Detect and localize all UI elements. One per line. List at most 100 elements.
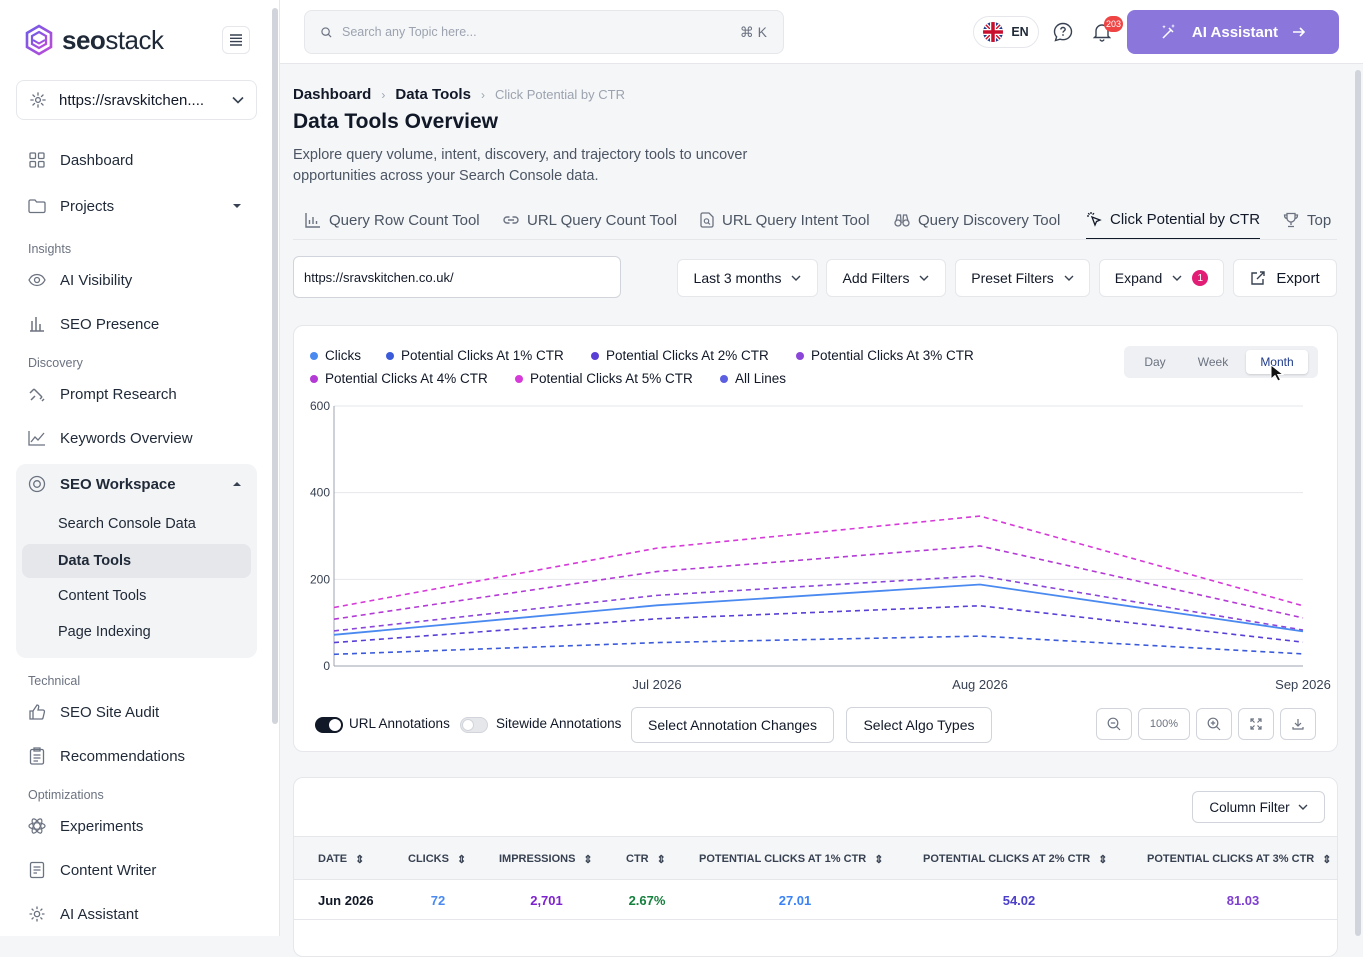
language-code: EN xyxy=(1011,25,1029,39)
date-range-dropdown[interactable]: Last 3 months xyxy=(677,259,818,297)
expand-dropdown[interactable]: Expand 1 xyxy=(1099,259,1224,297)
thumbs-up-icon xyxy=(28,703,46,721)
page-scrollbar[interactable] xyxy=(1355,70,1361,936)
legend-dot xyxy=(796,351,804,360)
mouse-cursor-icon xyxy=(1270,364,1285,382)
atom-icon xyxy=(28,817,46,835)
tab-top[interactable]: Top xyxy=(1283,200,1332,239)
seostack-logo-icon xyxy=(25,24,53,56)
nav-prompt-research-label: Prompt Research xyxy=(60,385,177,403)
help-button[interactable] xyxy=(1051,20,1075,44)
binoculars-icon xyxy=(894,214,910,227)
breadcrumb-dashboard[interactable]: Dashboard xyxy=(293,86,372,103)
caret-down-icon xyxy=(233,204,241,208)
select-annotation-changes-button[interactable]: Select Annotation Changes xyxy=(631,707,834,743)
column-filter-dropdown[interactable]: Column Filter xyxy=(1192,791,1325,823)
trend-chart-icon xyxy=(28,429,46,447)
th-clicks[interactable]: CLICKS ⇕ xyxy=(408,837,466,881)
legend-ctr-3[interactable]: Potential Clicks At 3% CTR xyxy=(796,348,974,363)
breadcrumb-data-tools[interactable]: Data Tools xyxy=(395,86,471,103)
nav-seo-workspace-label: SEO Workspace xyxy=(60,475,176,493)
url-input[interactable]: https://sravskitchen.co.uk/ xyxy=(293,256,621,298)
legend-all-lines[interactable]: All Lines xyxy=(720,371,786,386)
clipboard-icon xyxy=(28,747,46,765)
nav-seo-presence[interactable]: SEO Presence xyxy=(16,304,257,344)
sidebar-scrollbar[interactable] xyxy=(272,8,278,724)
tab-url-query-intent[interactable]: URL Query Intent Tool xyxy=(700,200,870,239)
th-potential-2[interactable]: POTENTIAL CLICKS AT 2% CTR ⇕ xyxy=(923,837,1107,881)
granularity-day[interactable]: Day xyxy=(1144,355,1166,369)
download-chart-button[interactable] xyxy=(1280,708,1316,740)
select-algo-types-button[interactable]: Select Algo Types xyxy=(846,707,992,743)
zoom-level[interactable]: 100% xyxy=(1138,708,1190,740)
series-line-potential-clicks-at-5-ctr xyxy=(333,515,1304,609)
th-ctr[interactable]: CTR ⇕ xyxy=(626,837,666,881)
cell-potential-2: 54.02 xyxy=(1002,892,1036,908)
nav-content-writer[interactable]: Content Writer xyxy=(16,850,257,890)
ai-assistant-button[interactable]: AI Assistant xyxy=(1127,10,1339,54)
nav-projects[interactable]: Projects xyxy=(16,186,257,226)
language-selector[interactable]: EN xyxy=(973,16,1039,48)
zoom-in-button[interactable] xyxy=(1196,708,1232,740)
date-range-label: Last 3 months xyxy=(693,270,782,286)
nav-seo-workspace[interactable]: SEO Workspace xyxy=(16,464,257,504)
granularity-week[interactable]: Week xyxy=(1197,355,1229,369)
nav-experiments[interactable]: Experiments xyxy=(16,806,257,846)
tab-query-discovery[interactable]: Query Discovery Tool xyxy=(894,200,1060,239)
page-description: Explore query volume, intent, discovery,… xyxy=(293,147,748,184)
th-label: IMPRESSIONS xyxy=(499,853,576,865)
search-placeholder: Search any Topic here... xyxy=(342,25,477,39)
export-button[interactable]: Export xyxy=(1233,259,1337,297)
notification-count-badge: 203 xyxy=(1104,16,1124,32)
download-icon xyxy=(1292,719,1304,730)
nav-page-indexing[interactable]: Page Indexing xyxy=(58,624,151,640)
th-date[interactable]: DATE ⇕ xyxy=(318,837,364,881)
nav-experiments-label: Experiments xyxy=(60,817,144,835)
nav-content-tools[interactable]: Content Tools xyxy=(58,588,147,604)
nav-keywords-overview[interactable]: Keywords Overview xyxy=(16,418,257,458)
global-search-input[interactable]: Search any Topic here... ⌘ K xyxy=(304,10,784,54)
th-potential-3[interactable]: POTENTIAL CLICKS AT 3% CTR ⇕ xyxy=(1147,837,1331,881)
tab-label: Top xyxy=(1307,211,1332,229)
nav-recommendations[interactable]: Recommendations xyxy=(16,736,257,776)
brand-logo[interactable]: seostack xyxy=(24,24,164,56)
notifications-button[interactable]: 203 xyxy=(1090,16,1124,44)
fullscreen-button[interactable] xyxy=(1238,708,1274,740)
tab-query-row-count[interactable]: Query Row Count Tool xyxy=(305,200,480,239)
legend-ctr-1[interactable]: Potential Clicks At 1% CTR xyxy=(386,348,564,363)
sitewide-annotations-toggle[interactable] xyxy=(460,717,488,733)
nav-section-optimizations: Optimizations xyxy=(28,788,104,802)
legend-ctr-4[interactable]: Potential Clicks At 4% CTR xyxy=(310,371,488,386)
legend-dot xyxy=(720,374,728,383)
nav-ai-visibility[interactable]: AI Visibility xyxy=(16,260,257,300)
preset-filters-dropdown[interactable]: Preset Filters xyxy=(955,259,1090,297)
url-annotations-toggle[interactable] xyxy=(315,717,343,733)
search-shortcut: ⌘ K xyxy=(739,23,767,40)
nav-seo-site-audit[interactable]: SEO Site Audit xyxy=(16,692,257,732)
y-tick-label: 600 xyxy=(310,399,330,413)
cursor-click-icon xyxy=(1087,212,1102,227)
tab-click-potential[interactable]: Click Potential by CTR xyxy=(1086,200,1261,239)
zoom-out-button[interactable] xyxy=(1096,708,1132,740)
legend-clicks[interactable]: Clicks xyxy=(310,348,361,363)
nav-dashboard[interactable]: Dashboard xyxy=(16,140,257,180)
legend-ctr-5[interactable]: Potential Clicks At 5% CTR xyxy=(515,371,693,386)
sidebar: seostack https://sravskitchen.... Dashbo… xyxy=(0,0,280,936)
trophy-icon xyxy=(1283,212,1299,228)
th-impressions[interactable]: IMPRESSIONS ⇕ xyxy=(499,837,593,881)
x-tick-label: Jul 2026 xyxy=(632,677,681,692)
nav-ai-assistant[interactable]: AI Assistant xyxy=(16,894,257,934)
th-potential-1[interactable]: POTENTIAL CLICKS AT 1% CTR ⇕ xyxy=(699,837,883,881)
nav-data-tools[interactable]: Data Tools xyxy=(22,544,251,578)
uk-flag-icon xyxy=(983,22,1004,42)
folder-icon xyxy=(28,197,46,215)
site-selector[interactable]: https://sravskitchen.... xyxy=(16,80,257,120)
table-row[interactable]: Jun 2026 72 2,701 2.67% 27.01 54.02 81.0… xyxy=(294,880,1337,920)
eye-icon xyxy=(28,271,46,289)
nav-search-console-data[interactable]: Search Console Data xyxy=(58,516,196,532)
add-filters-dropdown[interactable]: Add Filters xyxy=(826,259,946,297)
nav-prompt-research[interactable]: Prompt Research xyxy=(16,374,257,414)
tab-url-query-count[interactable]: URL Query Count Tool xyxy=(503,200,677,239)
legend-ctr-2[interactable]: Potential Clicks At 2% CTR xyxy=(591,348,769,363)
sidebar-toggle-button[interactable] xyxy=(222,26,250,54)
